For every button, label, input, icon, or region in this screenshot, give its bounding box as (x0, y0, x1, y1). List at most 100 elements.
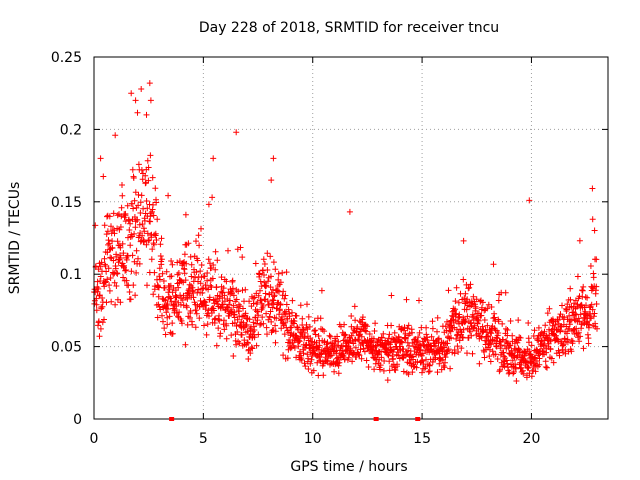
data-point (268, 177, 275, 184)
data-point (318, 287, 325, 294)
data-point (103, 299, 110, 306)
data-point (190, 294, 197, 301)
data-point (193, 310, 200, 317)
data-point (556, 352, 563, 359)
data-point (143, 111, 150, 118)
data-point (153, 199, 160, 206)
gap-marker (169, 417, 175, 421)
data-point (454, 343, 461, 350)
data-point (481, 317, 488, 323)
data-point (495, 297, 502, 304)
data-point (504, 327, 511, 333)
data-point (588, 301, 595, 308)
data-point (125, 234, 131, 241)
data-point (363, 357, 370, 364)
data-point (242, 286, 249, 293)
data-point (542, 322, 549, 329)
data-point (355, 351, 362, 358)
data-point (585, 340, 592, 347)
data-point (492, 351, 499, 358)
data-point (472, 305, 479, 312)
data-point (351, 303, 358, 310)
data-point (301, 360, 308, 367)
data-point (261, 272, 267, 278)
data-point (310, 367, 317, 374)
data-point (175, 270, 182, 276)
data-point (212, 266, 219, 273)
data-point (341, 356, 348, 363)
data-point (163, 309, 170, 316)
data-point (481, 354, 488, 361)
data-point (251, 327, 258, 333)
data-point (502, 289, 509, 296)
data-point (569, 338, 576, 345)
data-point (213, 342, 220, 349)
data-point (255, 331, 262, 338)
data-point (307, 360, 314, 367)
data-point (295, 343, 302, 350)
data-point (97, 263, 104, 270)
data-point (255, 312, 262, 319)
data-point (109, 238, 116, 245)
data-point (342, 331, 349, 338)
data-point (280, 352, 287, 359)
data-point (120, 262, 127, 269)
data-point (145, 237, 152, 244)
data-point (126, 289, 133, 295)
data-point (453, 284, 460, 291)
data-point (590, 274, 597, 281)
data-point (182, 277, 189, 284)
data-point (155, 283, 162, 290)
data-point (453, 335, 460, 342)
data-point (132, 189, 139, 196)
x-tick-label: 5 (199, 431, 208, 447)
data-point (119, 240, 126, 247)
data-point (288, 330, 295, 336)
data-point (354, 324, 361, 330)
data-point (593, 301, 600, 307)
data-point (168, 258, 175, 264)
data-point (132, 292, 139, 299)
data-point (169, 330, 176, 337)
data-point (385, 335, 392, 342)
y-tick-label: 0.25 (51, 50, 82, 66)
data-point (164, 306, 171, 312)
data-point (144, 282, 150, 289)
data-point (499, 320, 506, 327)
data-point (568, 348, 575, 355)
data-point (587, 263, 594, 269)
data-point (594, 325, 600, 332)
data-point (536, 355, 543, 362)
data-point (193, 307, 200, 314)
data-point (348, 313, 355, 319)
data-point (536, 361, 543, 368)
data-point (103, 268, 110, 275)
data-point (150, 212, 157, 219)
data-point (370, 335, 377, 342)
data-point (138, 86, 145, 92)
data-point (234, 316, 241, 323)
data-point (550, 359, 557, 366)
data-point (451, 350, 458, 357)
gap-markers (169, 417, 421, 421)
data-point (390, 355, 397, 362)
data-point (123, 267, 130, 273)
data-point (220, 285, 227, 292)
data-point (147, 218, 154, 225)
data-point (400, 368, 407, 375)
data-point (207, 282, 214, 289)
data-point (593, 283, 600, 290)
data-point (108, 298, 115, 305)
data-point (104, 228, 111, 235)
data-point (579, 287, 585, 294)
data-point (464, 313, 471, 320)
data-point (438, 345, 445, 352)
data-point (139, 221, 146, 228)
data-point (336, 359, 343, 366)
data-point (531, 354, 538, 361)
data-point (591, 227, 598, 234)
data-point (193, 269, 200, 275)
data-point (114, 212, 121, 219)
data-point (214, 257, 221, 264)
data-point (128, 90, 135, 97)
